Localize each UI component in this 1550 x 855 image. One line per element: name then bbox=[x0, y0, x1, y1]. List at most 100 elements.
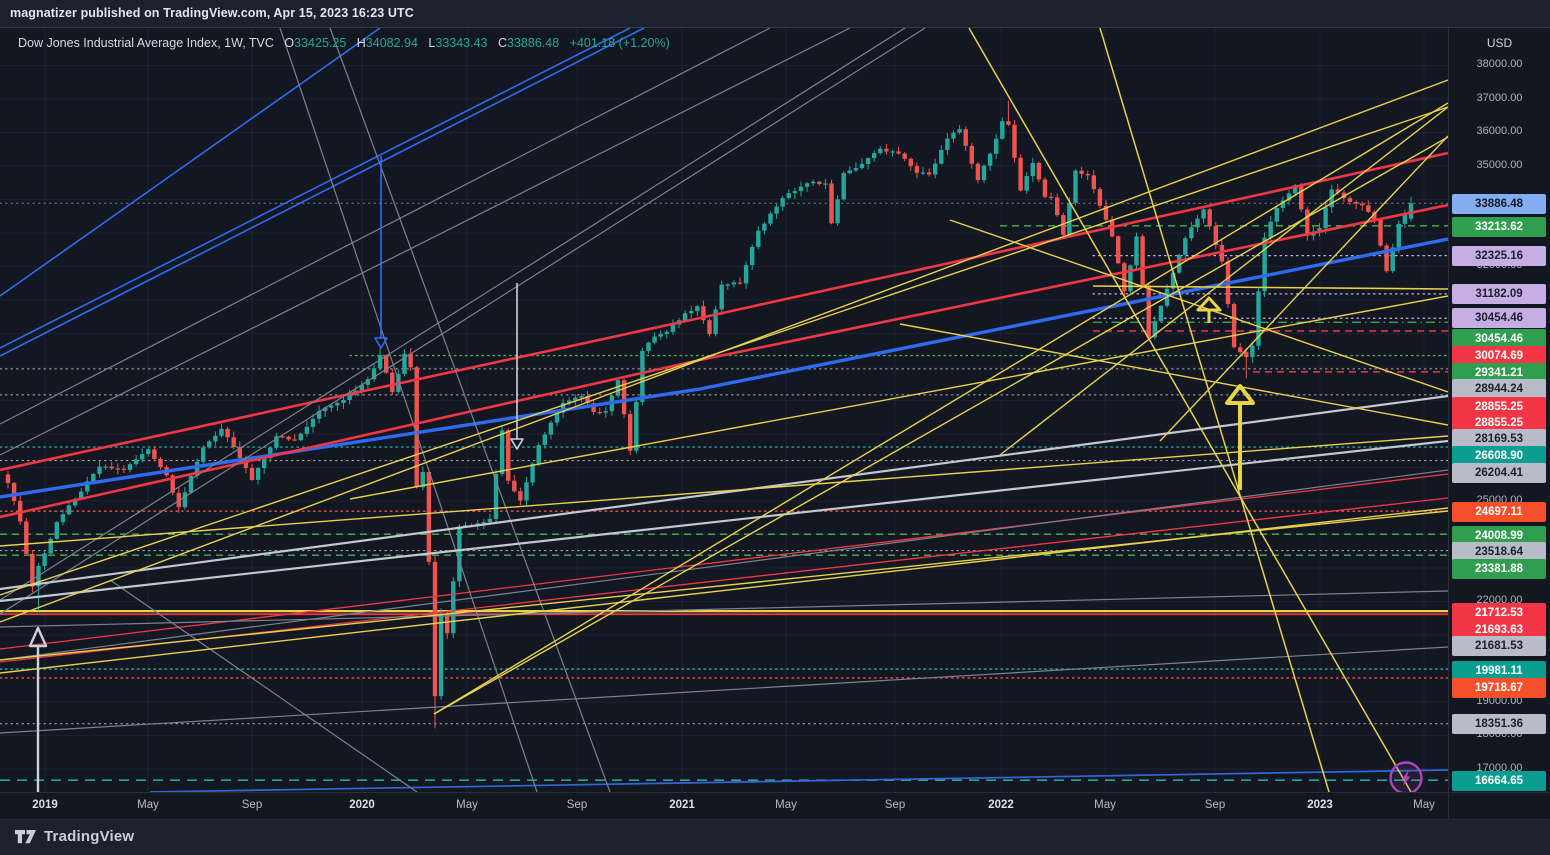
price-level-badge: 28855.25 bbox=[1452, 397, 1546, 417]
red-thin-1 bbox=[0, 473, 1448, 650]
symbol-title[interactable]: Dow Jones Industrial Average Index, 1W, … bbox=[18, 36, 274, 50]
yellow-up-arrow-sep-2022 bbox=[1196, 296, 1222, 323]
axis-price-label: 38000.00 bbox=[1476, 58, 1523, 70]
gray-fan-3 bbox=[0, 28, 906, 601]
price-level-badge: 26204.41 bbox=[1452, 463, 1546, 483]
publish-note: magnatizer published on TradingView.com,… bbox=[10, 6, 414, 20]
yellow-mid bbox=[349, 295, 1448, 500]
chart-plot-area[interactable] bbox=[0, 28, 1448, 792]
time-axis[interactable]: 2019 May Sep 2020 May Sep 2021 May Sep 2022 May Sep… bbox=[0, 792, 1448, 819]
blue-steep-1 bbox=[0, 28, 381, 297]
price-level-badge: 28944.24 bbox=[1452, 379, 1546, 399]
price-level-badge: 28855.25 bbox=[1452, 413, 1546, 433]
low-label: L bbox=[428, 36, 436, 50]
price-level-badge: 23518.64 bbox=[1452, 542, 1546, 562]
yellow-fan-2 bbox=[0, 106, 1448, 596]
price-level-badge: 32325.16 bbox=[1452, 246, 1546, 266]
price-level-badge: 18351.36 bbox=[1452, 714, 1546, 734]
price-level-badge: 24697.11 bbox=[1452, 502, 1546, 522]
open-label: O bbox=[284, 36, 295, 50]
price-axis[interactable]: USD 38000.0037000.0036000.0035000.003300… bbox=[1448, 28, 1550, 792]
low-value: 33343.43 bbox=[435, 36, 488, 50]
price-level-badge: 28169.53 bbox=[1452, 429, 1546, 449]
price-level-badge: 30454.46 bbox=[1452, 329, 1546, 349]
blue-main-trend bbox=[0, 237, 1448, 499]
price-level-badge: 30074.69 bbox=[1452, 346, 1546, 366]
gray-desc-3 bbox=[109, 579, 418, 792]
price-level-badge: 24008.99 bbox=[1452, 526, 1546, 546]
yellow-desc-2 bbox=[899, 323, 1448, 426]
tradingview-logo-icon bbox=[15, 830, 36, 844]
time-axis-label: May bbox=[456, 799, 478, 811]
blue-bottom-line bbox=[149, 769, 1448, 792]
price-level-badge: 33213.62 bbox=[1452, 217, 1546, 237]
price-level-badge: 23381.88 bbox=[1452, 559, 1546, 579]
gray-fan-4 bbox=[0, 28, 926, 615]
tradingview-brand-name: TradingView bbox=[44, 828, 135, 845]
symbol-legend[interactable]: Dow Jones Industrial Average Index, 1W, … bbox=[18, 36, 670, 50]
time-axis-label: May bbox=[1094, 799, 1116, 811]
gray-fan-2 bbox=[0, 28, 851, 456]
gray-low-3 bbox=[0, 469, 1448, 661]
time-axis-label: May bbox=[1413, 799, 1435, 811]
close-label: C bbox=[498, 36, 508, 50]
time-axis-label: Sep bbox=[884, 799, 906, 811]
price-level-badge: 21681.53 bbox=[1452, 636, 1546, 656]
red-channel-lower bbox=[0, 203, 1448, 519]
yellow-flat-ray bbox=[1092, 285, 1448, 290]
high-label: H bbox=[356, 36, 366, 50]
time-axis-label: 2020 bbox=[349, 799, 375, 811]
time-axis-label: Sep bbox=[1204, 799, 1226, 811]
yellow-covid-1 bbox=[433, 102, 1448, 715]
trend-lines[interactable] bbox=[0, 28, 1448, 792]
candlestick-series[interactable] bbox=[5, 100, 1414, 729]
axis-price-label: 36000.00 bbox=[1476, 125, 1523, 137]
price-level-badge: 19718.67 bbox=[1452, 678, 1546, 698]
blue-steep-2a bbox=[0, 28, 631, 349]
time-axis-label: 2021 bbox=[669, 799, 695, 811]
axis-price-label: 17000.00 bbox=[1476, 761, 1523, 774]
bottom-brand-bar: TradingView bbox=[0, 819, 1550, 855]
yellow-gentle-1 bbox=[0, 435, 1448, 547]
blue-down-arrow-2020-top bbox=[374, 156, 388, 349]
axis-corner bbox=[1448, 792, 1550, 819]
publish-header-bar: magnatizer published on TradingView.com,… bbox=[0, 0, 1550, 28]
price-level-badge: 29341.21 bbox=[1452, 363, 1546, 383]
yellow-gentle-3 bbox=[0, 507, 1448, 674]
yellow-asc-1 bbox=[999, 106, 1448, 456]
time-axis-label: 2019 bbox=[32, 799, 58, 811]
axis-price-label: 37000.00 bbox=[1476, 91, 1523, 104]
blue-steep-2b bbox=[0, 28, 645, 357]
price-level-badge: 21712.53 bbox=[1452, 603, 1546, 623]
time-axis-label: May bbox=[137, 799, 159, 811]
gray-desc-1 bbox=[279, 28, 538, 792]
gray-low-1 bbox=[0, 590, 1448, 628]
price-level-badge: 21693.63 bbox=[1452, 620, 1546, 640]
red-channel-upper bbox=[0, 151, 1448, 472]
yellow-asc-2 bbox=[1159, 135, 1448, 442]
bright-channel-2 bbox=[0, 439, 1448, 603]
gray-desc-2 bbox=[329, 28, 611, 792]
time-axis-label: Sep bbox=[566, 799, 588, 811]
bright-channel-1 bbox=[0, 394, 1448, 591]
open-value: 33425.25 bbox=[294, 36, 347, 50]
price-level-badge: 33886.48 bbox=[1452, 194, 1546, 214]
high-value: 34082.94 bbox=[365, 36, 418, 50]
close-value: 33886.48 bbox=[507, 36, 560, 50]
yellow-covid-2 bbox=[433, 136, 1448, 715]
price-level-badge: 19981.11 bbox=[1452, 661, 1546, 681]
price-level-badge: 16664.65 bbox=[1452, 771, 1546, 791]
price-level-badge: 26608.90 bbox=[1452, 446, 1546, 466]
lightning-marker[interactable] bbox=[1389, 761, 1423, 793]
price-level-badge: 30454.46 bbox=[1452, 308, 1546, 328]
axis-currency-label: USD bbox=[1486, 36, 1513, 50]
time-axis-label: 2022 bbox=[988, 799, 1014, 811]
time-axis-label: 2023 bbox=[1307, 799, 1333, 811]
price-level-badge: 31182.09 bbox=[1452, 284, 1546, 304]
tradingview-brand[interactable]: TradingView bbox=[14, 828, 134, 845]
candlestick-chart-canvas[interactable] bbox=[0, 28, 1448, 792]
annotation-arrows[interactable] bbox=[28, 156, 1255, 792]
time-axis-label: May bbox=[775, 799, 797, 811]
white-up-arrow-2018-low bbox=[28, 626, 48, 792]
